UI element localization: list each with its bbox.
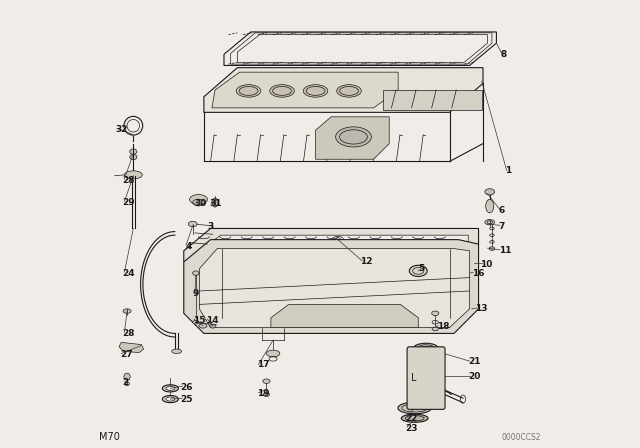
Text: 24: 24 (123, 269, 135, 278)
Ellipse shape (188, 221, 197, 227)
Text: 32: 32 (115, 125, 128, 134)
Polygon shape (204, 68, 483, 112)
Text: 11: 11 (499, 246, 511, 255)
Text: 13: 13 (476, 304, 488, 313)
Ellipse shape (199, 323, 207, 328)
Text: 4: 4 (185, 242, 191, 251)
Polygon shape (383, 90, 482, 110)
Ellipse shape (172, 349, 182, 353)
Polygon shape (119, 342, 143, 353)
Ellipse shape (127, 120, 140, 132)
Text: 2: 2 (123, 378, 129, 387)
Ellipse shape (193, 320, 199, 324)
Text: 15: 15 (193, 315, 205, 324)
Ellipse shape (236, 85, 261, 97)
Ellipse shape (193, 271, 199, 276)
Ellipse shape (166, 386, 175, 390)
Ellipse shape (303, 85, 328, 97)
Text: 31: 31 (209, 199, 221, 208)
Text: 28: 28 (123, 329, 135, 338)
Ellipse shape (484, 189, 495, 195)
Text: 3: 3 (207, 222, 214, 231)
Ellipse shape (123, 309, 131, 313)
Ellipse shape (163, 396, 179, 403)
Ellipse shape (163, 385, 179, 392)
Text: 21: 21 (468, 357, 481, 366)
Polygon shape (200, 235, 468, 260)
Text: 6: 6 (499, 206, 505, 215)
Ellipse shape (335, 127, 371, 147)
Ellipse shape (484, 220, 495, 225)
Polygon shape (271, 304, 419, 327)
Polygon shape (200, 249, 470, 327)
Ellipse shape (263, 379, 270, 383)
Text: 1: 1 (506, 166, 511, 175)
Polygon shape (184, 240, 479, 333)
Ellipse shape (166, 397, 175, 401)
Text: 5: 5 (419, 264, 424, 273)
Text: 8: 8 (501, 50, 507, 59)
Ellipse shape (337, 85, 362, 97)
Text: 17: 17 (257, 360, 269, 369)
Ellipse shape (210, 324, 216, 328)
Text: 30: 30 (194, 199, 207, 208)
Polygon shape (184, 228, 479, 262)
Ellipse shape (413, 343, 438, 353)
FancyBboxPatch shape (407, 347, 445, 409)
Ellipse shape (124, 373, 130, 380)
Text: 12: 12 (360, 258, 372, 267)
Text: 25: 25 (180, 395, 193, 404)
Ellipse shape (398, 402, 431, 414)
Text: 23: 23 (406, 424, 419, 433)
Ellipse shape (189, 194, 207, 204)
Text: 18: 18 (437, 322, 449, 331)
Ellipse shape (432, 327, 438, 331)
Text: 19: 19 (257, 389, 269, 398)
Text: L: L (411, 373, 417, 383)
Text: 28: 28 (123, 176, 135, 185)
Text: 10: 10 (480, 260, 492, 269)
Ellipse shape (486, 199, 493, 213)
Text: 26: 26 (180, 383, 193, 392)
Polygon shape (316, 117, 389, 159)
Text: 9: 9 (193, 289, 199, 298)
Ellipse shape (130, 154, 137, 159)
Ellipse shape (212, 198, 218, 207)
Ellipse shape (269, 85, 294, 97)
Ellipse shape (489, 247, 495, 250)
Text: 7: 7 (499, 222, 505, 231)
Text: 27: 27 (120, 350, 132, 359)
Polygon shape (212, 72, 398, 108)
Text: 20: 20 (468, 372, 481, 381)
Ellipse shape (401, 414, 428, 422)
Text: 29: 29 (123, 198, 135, 207)
Ellipse shape (130, 149, 137, 154)
Ellipse shape (263, 393, 269, 396)
Text: 22: 22 (406, 414, 419, 423)
Ellipse shape (410, 265, 427, 276)
Text: M70: M70 (99, 432, 120, 442)
Text: 0000CCS2: 0000CCS2 (502, 433, 541, 442)
Ellipse shape (124, 171, 142, 179)
Text: 16: 16 (472, 269, 484, 278)
Ellipse shape (431, 311, 439, 315)
Ellipse shape (266, 350, 280, 357)
Ellipse shape (124, 116, 143, 135)
Text: 14: 14 (206, 315, 219, 324)
